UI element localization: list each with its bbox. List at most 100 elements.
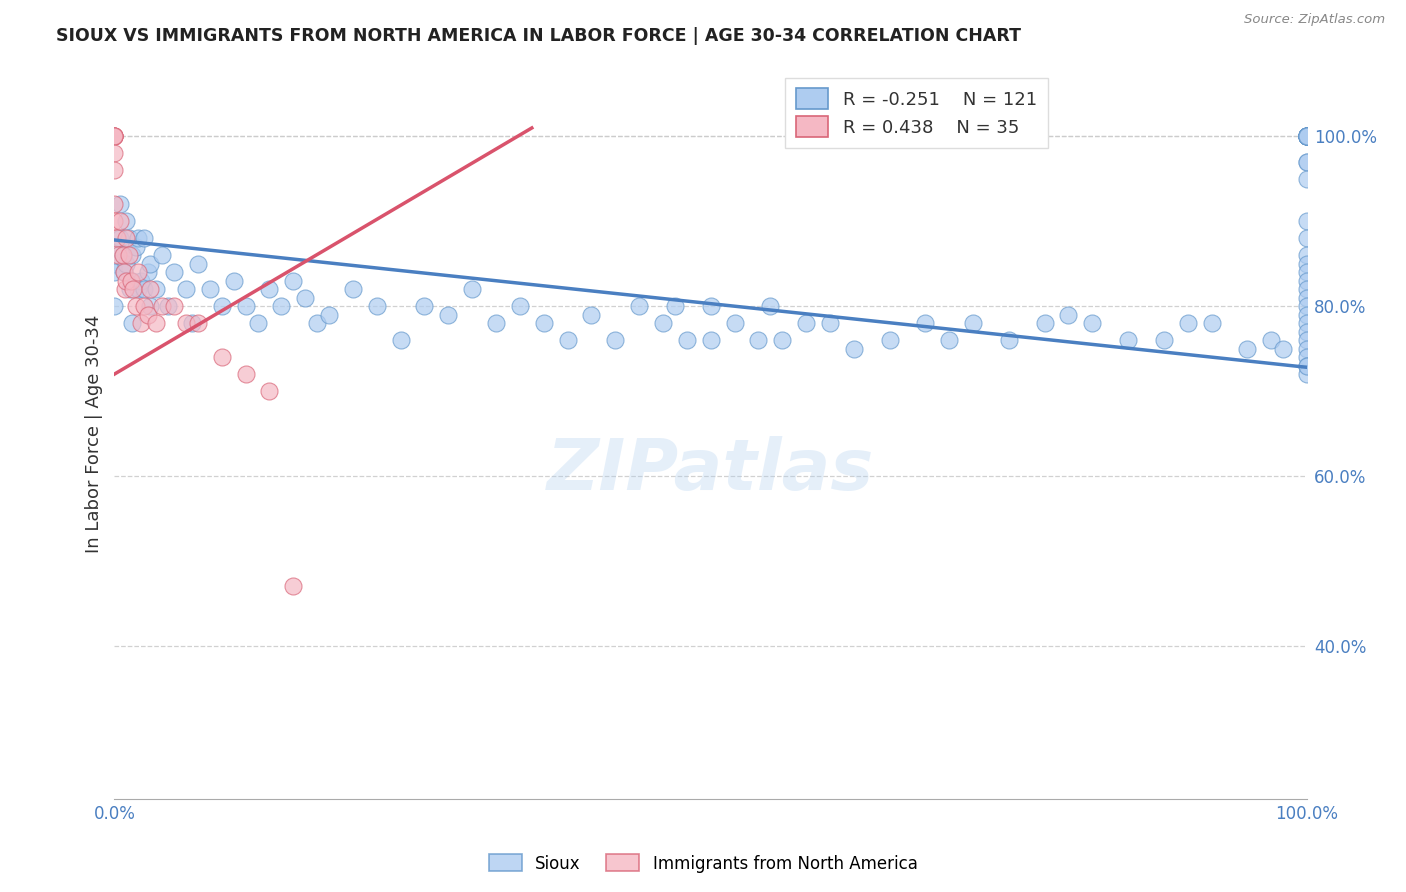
Point xyxy=(246,316,269,330)
Point xyxy=(118,248,141,262)
Point xyxy=(115,231,138,245)
Point xyxy=(759,299,782,313)
Point xyxy=(1296,299,1319,313)
Point xyxy=(699,299,721,313)
Point xyxy=(1296,291,1319,305)
Point xyxy=(139,257,162,271)
Point xyxy=(723,316,745,330)
Point xyxy=(413,299,436,313)
Text: SIOUX VS IMMIGRANTS FROM NORTH AMERICA IN LABOR FORCE | AGE 30-34 CORRELATION CH: SIOUX VS IMMIGRANTS FROM NORTH AMERICA I… xyxy=(56,27,1021,45)
Point xyxy=(112,265,135,279)
Legend: Sioux, Immigrants from North America: Sioux, Immigrants from North America xyxy=(482,847,924,880)
Point xyxy=(628,299,651,313)
Point xyxy=(1296,129,1319,144)
Point xyxy=(879,333,901,347)
Point xyxy=(1296,129,1319,144)
Point xyxy=(1296,129,1319,144)
Point xyxy=(125,240,148,254)
Point xyxy=(150,248,173,262)
Point xyxy=(914,316,936,330)
Point xyxy=(145,316,167,330)
Point xyxy=(136,308,159,322)
Point xyxy=(122,282,145,296)
Point xyxy=(118,282,141,296)
Point xyxy=(111,248,134,262)
Point xyxy=(1296,129,1319,144)
Point xyxy=(107,248,129,262)
Point xyxy=(1296,129,1319,144)
Point xyxy=(1296,129,1319,144)
Point xyxy=(699,333,721,347)
Point xyxy=(115,274,138,288)
Point xyxy=(1296,129,1319,144)
Point xyxy=(145,282,167,296)
Point xyxy=(1236,342,1258,356)
Point xyxy=(115,257,138,271)
Point xyxy=(103,129,125,144)
Point xyxy=(270,299,292,313)
Point xyxy=(1296,265,1319,279)
Point xyxy=(1296,129,1319,144)
Point xyxy=(1296,359,1319,373)
Point xyxy=(121,316,143,330)
Point xyxy=(938,333,960,347)
Point xyxy=(1296,129,1319,144)
Point xyxy=(134,299,156,313)
Point xyxy=(103,129,125,144)
Point xyxy=(283,579,305,593)
Point xyxy=(1296,333,1319,347)
Text: ZIPatlas: ZIPatlas xyxy=(547,435,875,505)
Point xyxy=(150,299,173,313)
Point xyxy=(105,231,128,245)
Point xyxy=(127,231,149,245)
Point xyxy=(294,291,316,305)
Point xyxy=(1296,129,1319,144)
Point xyxy=(1296,282,1319,296)
Point xyxy=(1296,248,1319,262)
Point xyxy=(1296,367,1319,381)
Point xyxy=(1296,214,1319,228)
Point xyxy=(557,333,579,347)
Point xyxy=(110,214,132,228)
Point xyxy=(1296,129,1319,144)
Point xyxy=(1296,342,1319,356)
Point xyxy=(1272,342,1295,356)
Point xyxy=(1296,172,1319,186)
Point xyxy=(1081,316,1104,330)
Point xyxy=(103,163,125,178)
Point xyxy=(342,282,364,296)
Point xyxy=(174,316,197,330)
Point xyxy=(111,248,134,262)
Point xyxy=(676,333,699,347)
Point xyxy=(259,282,281,296)
Point xyxy=(139,299,162,313)
Point xyxy=(103,129,125,144)
Point xyxy=(118,231,141,245)
Point xyxy=(163,265,186,279)
Point xyxy=(163,299,186,313)
Point xyxy=(157,299,180,313)
Point xyxy=(1260,333,1282,347)
Point xyxy=(211,350,233,364)
Point xyxy=(222,274,245,288)
Point xyxy=(174,282,197,296)
Point xyxy=(485,316,508,330)
Point xyxy=(115,214,138,228)
Point xyxy=(114,282,136,296)
Y-axis label: In Labor Force | Age 30-34: In Labor Force | Age 30-34 xyxy=(86,314,103,553)
Point xyxy=(1296,154,1319,169)
Point xyxy=(818,316,841,330)
Point xyxy=(581,308,603,322)
Point xyxy=(1296,129,1319,144)
Point xyxy=(134,231,156,245)
Point xyxy=(1296,154,1319,169)
Point xyxy=(366,299,388,313)
Point xyxy=(747,333,769,347)
Point xyxy=(1033,316,1056,330)
Point xyxy=(129,274,152,288)
Point xyxy=(605,333,627,347)
Point xyxy=(211,299,233,313)
Point xyxy=(770,333,793,347)
Point xyxy=(1116,333,1139,347)
Point xyxy=(1296,308,1319,322)
